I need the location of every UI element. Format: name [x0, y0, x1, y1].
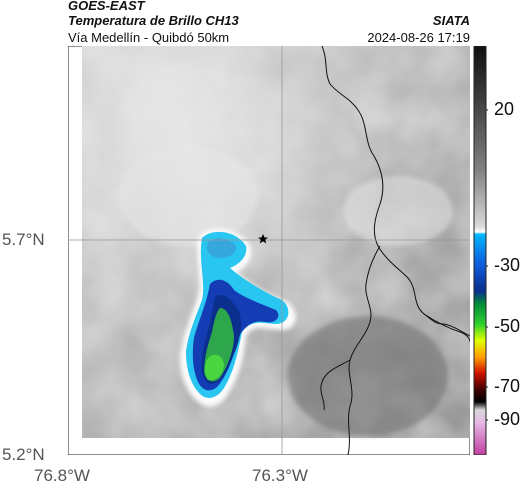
colorbar-tick-minus90: -90 [494, 409, 521, 429]
colorbar-tick-20: 20 [494, 99, 515, 119]
star-icon [258, 234, 268, 244]
colorbar [473, 46, 488, 455]
colorbar-tick-minus30: -30 [494, 255, 521, 275]
colorbar-tick-minus50: -50 [494, 316, 521, 336]
convective-cloud [180, 228, 296, 407]
timestamp: 2024-08-26 17:19 [367, 30, 470, 45]
satellite-imagery [82, 46, 470, 438]
satellite-source: GOES-EAST [68, 0, 145, 13]
region-subtitle: Vía Medellín - Quibdó 50km [68, 30, 230, 45]
product-title: Temperatura de Brillo CH13 [68, 13, 239, 28]
organization: SIATA [432, 13, 470, 28]
lon-label-76-3: 76.3°W [252, 466, 308, 485]
lat-label-5-2: 5.2°N [2, 445, 45, 464]
brightness-temperature-map [68, 46, 470, 455]
colorbar-tick-minus70: -70 [494, 376, 521, 396]
coastline-borders [320, 46, 470, 455]
lon-label-76-8: 76.8°W [34, 466, 90, 485]
lat-label-5-7: 5.7°N [2, 230, 45, 249]
